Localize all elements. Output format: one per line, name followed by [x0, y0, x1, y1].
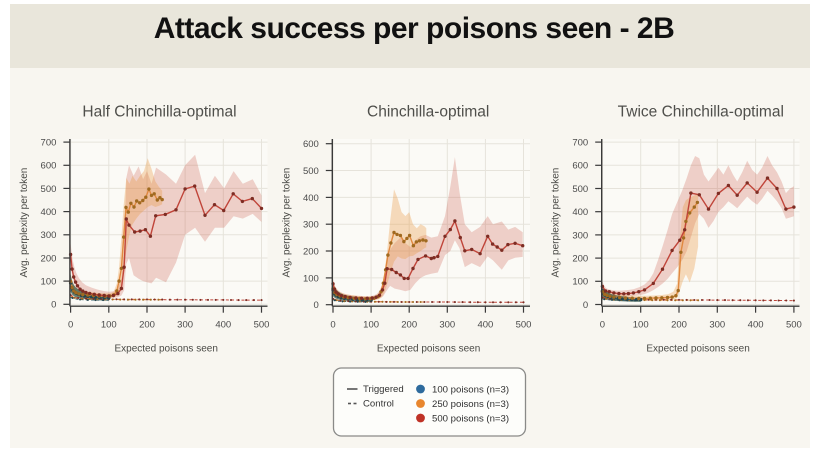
svg-text:300: 300	[303, 220, 319, 231]
svg-text:400: 400	[477, 320, 493, 331]
svg-text:Expected poisons seen: Expected poisons seen	[114, 344, 217, 355]
svg-text:400: 400	[572, 207, 588, 218]
svg-text:200: 200	[401, 320, 417, 331]
svg-text:300: 300	[439, 320, 455, 331]
svg-text:Twice Chinchilla-optimal: Twice Chinchilla-optimal	[618, 103, 784, 120]
svg-text:500: 500	[572, 184, 588, 195]
svg-text:Triggered: Triggered	[363, 384, 404, 395]
svg-text:Expected poisons seen: Expected poisons seen	[646, 344, 749, 355]
svg-text:200: 200	[303, 246, 319, 257]
svg-text:200: 200	[572, 254, 588, 265]
svg-text:600: 600	[572, 161, 588, 172]
svg-text:100 poisons (n=3): 100 poisons (n=3)	[432, 384, 509, 395]
svg-text:100: 100	[303, 273, 319, 284]
svg-text:500: 500	[786, 320, 802, 331]
svg-text:500: 500	[303, 166, 319, 177]
svg-text:0: 0	[68, 320, 73, 331]
svg-text:400: 400	[303, 193, 319, 204]
svg-text:100: 100	[572, 277, 588, 288]
svg-text:200: 200	[671, 320, 687, 331]
svg-text:Avg. perplexity per token: Avg. perplexity per token	[19, 168, 30, 278]
svg-text:500: 500	[41, 184, 57, 195]
svg-text:400: 400	[748, 320, 764, 331]
svg-text:100: 100	[101, 320, 117, 331]
svg-text:300: 300	[177, 320, 193, 331]
svg-text:500 poisons (n=3): 500 poisons (n=3)	[432, 413, 509, 424]
svg-text:Control: Control	[363, 399, 394, 410]
svg-text:500: 500	[516, 320, 532, 331]
svg-text:600: 600	[41, 161, 57, 172]
svg-text:0: 0	[314, 300, 319, 311]
svg-text:0: 0	[330, 320, 335, 331]
svg-text:300: 300	[709, 320, 725, 331]
svg-text:400: 400	[215, 320, 231, 331]
svg-text:600: 600	[303, 139, 319, 150]
svg-text:700: 700	[572, 138, 588, 149]
svg-text:0: 0	[600, 320, 605, 331]
svg-text:700: 700	[41, 138, 57, 149]
svg-text:400: 400	[41, 207, 57, 218]
svg-text:100: 100	[41, 277, 57, 288]
svg-text:250 poisons (n=3): 250 poisons (n=3)	[432, 399, 509, 410]
svg-text:Chinchilla-optimal: Chinchilla-optimal	[367, 103, 489, 120]
svg-text:0: 0	[583, 300, 588, 311]
svg-text:Expected poisons seen: Expected poisons seen	[377, 344, 480, 355]
svg-text:200: 200	[41, 253, 57, 264]
svg-text:300: 300	[572, 230, 588, 241]
svg-text:Avg. perplexity per token: Avg. perplexity per token	[551, 168, 562, 278]
svg-text:100: 100	[363, 320, 379, 331]
svg-text:0: 0	[51, 300, 56, 311]
svg-text:500: 500	[254, 320, 270, 331]
svg-text:Half Chinchilla-optimal: Half Chinchilla-optimal	[82, 103, 236, 120]
svg-text:200: 200	[139, 320, 155, 331]
svg-text:300: 300	[41, 230, 57, 241]
svg-text:100: 100	[633, 320, 649, 331]
svg-text:Avg. perplexity per token: Avg. perplexity per token	[281, 168, 292, 278]
